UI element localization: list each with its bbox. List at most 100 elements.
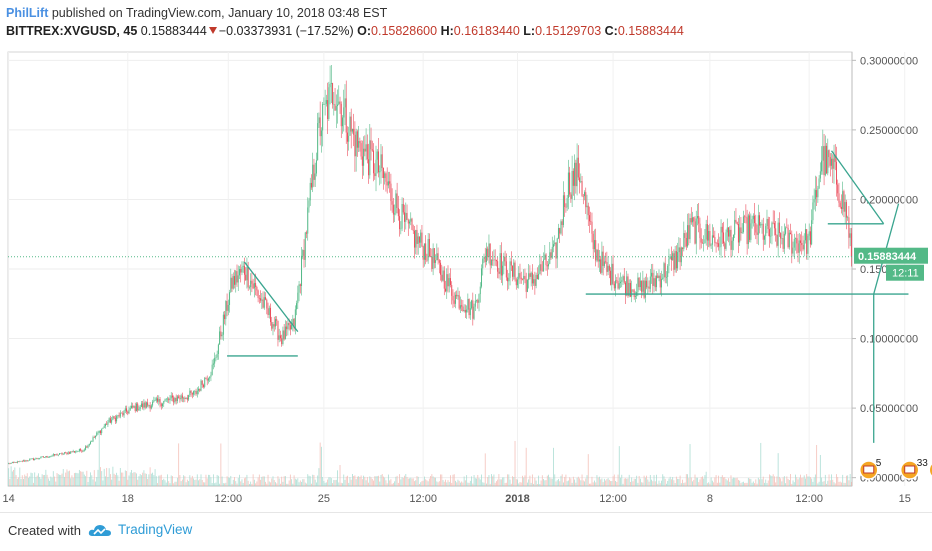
candle-body xyxy=(221,334,223,337)
candle-body xyxy=(88,443,90,446)
candle-body xyxy=(216,354,218,358)
volume-bar xyxy=(792,480,794,486)
candle-body xyxy=(421,232,423,247)
volume-bar xyxy=(808,476,810,486)
candle-body xyxy=(34,458,36,460)
candle-body xyxy=(322,104,324,131)
volume-bar xyxy=(427,481,429,486)
candle-body xyxy=(446,274,448,292)
volume-bar xyxy=(409,478,410,486)
volume-bar xyxy=(729,481,731,486)
volume-bar xyxy=(459,482,461,486)
candle-body xyxy=(406,212,408,220)
volume-bar xyxy=(778,476,780,486)
candle-body xyxy=(766,218,768,226)
footer: Created with TradingView xyxy=(0,512,932,551)
volume-bar xyxy=(129,472,131,486)
candle-body xyxy=(179,398,181,400)
volume-bar xyxy=(236,483,238,486)
candle-body xyxy=(306,232,307,234)
candle-body xyxy=(278,335,280,340)
candle-body xyxy=(226,301,228,311)
volume-bar xyxy=(525,447,527,486)
candle-body xyxy=(534,279,536,286)
candle-body xyxy=(25,460,27,462)
volume-bar xyxy=(829,480,831,486)
volume-bar xyxy=(777,453,779,486)
volume-bar xyxy=(240,481,242,486)
volume-bar xyxy=(311,483,312,486)
candle-body xyxy=(123,410,125,416)
flag-diagonal-line[interactable] xyxy=(243,261,299,332)
volume-bar xyxy=(626,478,628,486)
candle-body xyxy=(627,276,629,296)
candle-body xyxy=(831,158,833,166)
candle-body xyxy=(292,318,294,325)
volume-bar xyxy=(168,481,170,486)
volume-bar xyxy=(580,480,582,486)
countdown-badge xyxy=(886,264,924,281)
price-chart[interactable]: 0.300000000.250000000.200000000.15000000… xyxy=(0,46,932,512)
candle-body xyxy=(202,384,204,387)
volume-bar xyxy=(21,475,23,486)
candle-body xyxy=(369,140,371,176)
candle-body xyxy=(410,218,412,222)
event-flag-icon[interactable] xyxy=(928,461,932,479)
volume-bar xyxy=(741,482,743,486)
candle-body xyxy=(710,244,712,246)
candle-body xyxy=(443,270,445,289)
volume-bar xyxy=(178,443,180,486)
candle-body xyxy=(641,280,643,292)
candle-body xyxy=(797,243,799,253)
candle-body xyxy=(361,156,363,166)
candle-body xyxy=(247,267,249,288)
volume-bar xyxy=(150,473,152,486)
author-link[interactable]: PhilLift xyxy=(6,6,49,20)
volume-bar xyxy=(98,431,100,486)
volume-bar xyxy=(333,479,335,486)
volume-bar xyxy=(61,473,63,486)
candle-body xyxy=(469,308,471,316)
tradingview-brand[interactable]: TradingView xyxy=(88,522,192,537)
volume-bar xyxy=(765,479,767,486)
volume-bar xyxy=(72,477,74,486)
candle-body xyxy=(324,103,326,105)
volume-bar xyxy=(277,476,279,486)
price-change: −0.03373931 (−17.52%) xyxy=(218,24,354,38)
candle-body xyxy=(521,279,523,280)
volume-bar xyxy=(677,478,679,486)
candle-body xyxy=(262,299,264,308)
volume-bar xyxy=(536,483,538,486)
candle-body xyxy=(754,215,756,224)
volume-bar xyxy=(558,478,559,486)
volume-bar xyxy=(261,476,263,486)
volume-bar xyxy=(293,475,295,486)
volume-bar xyxy=(750,478,752,486)
volume-bar xyxy=(718,475,720,486)
volume-bar xyxy=(693,479,695,486)
volume-bar xyxy=(739,480,741,486)
candle-body xyxy=(382,168,384,179)
volume-bar xyxy=(97,469,99,486)
volume-bar xyxy=(751,482,753,486)
wedge-upper-line[interactable] xyxy=(830,150,885,225)
candle-body xyxy=(849,233,851,238)
candle-body xyxy=(289,325,291,330)
volume-bar xyxy=(803,475,805,486)
candle-body xyxy=(134,406,136,412)
candle-body xyxy=(20,460,22,462)
candle-body xyxy=(137,403,139,411)
volume-bar xyxy=(42,475,44,486)
candle-body xyxy=(412,229,414,231)
volume-bar xyxy=(318,468,320,486)
volume-bar xyxy=(340,482,342,486)
volume-bar xyxy=(502,477,504,486)
candle-body xyxy=(579,177,581,182)
volume-bar xyxy=(24,474,26,486)
candle-body xyxy=(344,98,346,108)
volume-bar xyxy=(770,475,772,486)
candle-body xyxy=(838,193,840,203)
candle-body xyxy=(821,160,823,172)
candle-body xyxy=(27,460,29,462)
volume-bar xyxy=(793,482,795,486)
